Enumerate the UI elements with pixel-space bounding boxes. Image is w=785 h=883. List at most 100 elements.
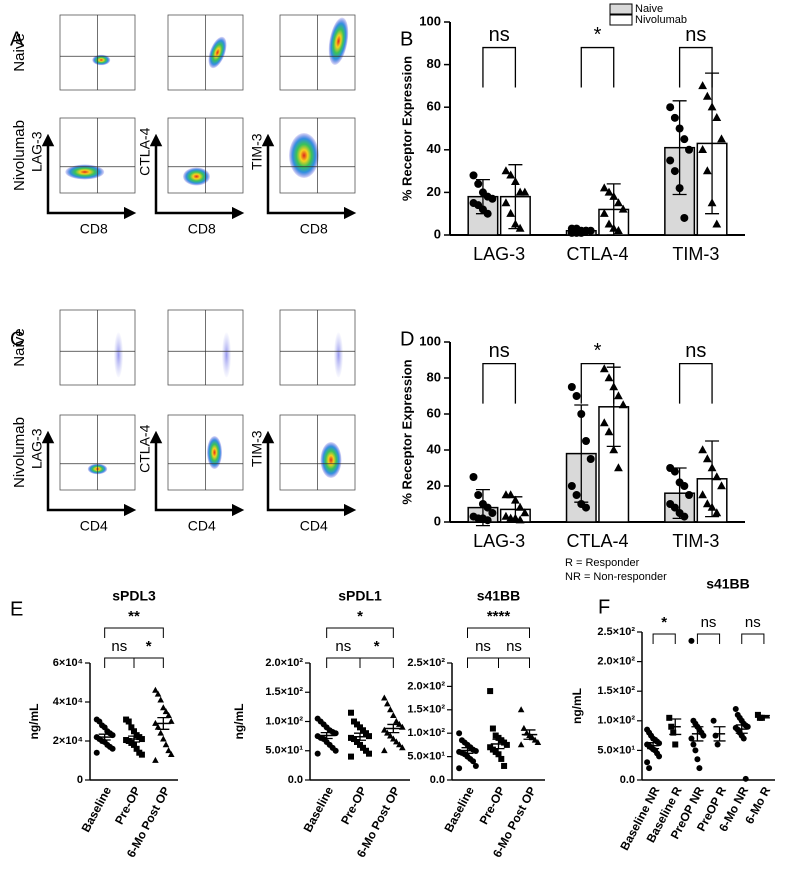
data-point <box>707 198 717 207</box>
data-point <box>599 364 609 373</box>
significance-bracket <box>741 633 765 644</box>
significance-bracket <box>696 633 721 644</box>
significance-label: ns <box>489 24 510 46</box>
data-point <box>688 735 695 742</box>
data-point <box>381 747 388 754</box>
data-point <box>577 410 586 418</box>
data-point <box>167 751 175 758</box>
significance-bracket <box>133 657 164 668</box>
significance-label: ** <box>128 608 140 625</box>
data-point <box>712 113 722 122</box>
significance-bracket <box>580 46 615 88</box>
y-tick-label: 1.0×10² <box>265 715 303 727</box>
y-marker: CTLA-4 <box>137 127 153 175</box>
data-point <box>515 223 525 232</box>
data-point <box>698 490 708 499</box>
x-tick-label: LAG-3 <box>473 244 525 264</box>
data-point <box>489 725 496 732</box>
y-tick-label: 2.5×10² <box>407 657 445 669</box>
x-tick-label: Pre-OP <box>112 784 143 826</box>
y-tick-label: 0 <box>77 774 83 786</box>
data-point <box>698 145 708 153</box>
data-point <box>138 751 145 758</box>
x-tick-label: Baseline <box>301 784 337 834</box>
axis-arrow <box>261 430 357 517</box>
data-point <box>712 472 722 481</box>
data-point <box>712 219 722 228</box>
density-cloud <box>92 54 111 66</box>
density-cloud <box>289 133 319 178</box>
data-point <box>694 756 701 763</box>
significance-label: * <box>661 614 667 631</box>
panel-label: B <box>400 28 413 50</box>
data-point <box>501 511 511 520</box>
x-tick-label: CTLA-4 <box>566 531 628 551</box>
data-point <box>515 502 525 511</box>
significance-label: ns <box>475 638 491 655</box>
data-point <box>384 700 391 707</box>
data-point <box>646 765 653 772</box>
significance-label: ns <box>685 24 706 46</box>
data-point <box>599 418 609 427</box>
data-point <box>614 463 623 472</box>
data-point <box>157 696 164 703</box>
data-point <box>517 741 525 748</box>
data-point <box>609 445 619 454</box>
panel-label: F <box>598 596 610 618</box>
chart-title: sPDL3 <box>112 588 156 604</box>
data-point <box>138 736 145 743</box>
x-tick-label: CTLA-4 <box>566 244 628 264</box>
y-axis-label: % Receptor Expression <box>399 359 414 504</box>
data-point <box>154 690 162 697</box>
sem-bar <box>669 718 682 736</box>
legend-label: Nivolumab <box>635 14 687 26</box>
data-point <box>702 454 712 463</box>
y-marker: TIM-3 <box>249 430 265 467</box>
y-tick-label: 80 <box>427 56 441 71</box>
y-tick-label: 60 <box>427 405 441 420</box>
data-point <box>675 184 684 193</box>
y-tick-label: 2.0×10² <box>597 656 635 668</box>
x-tick-label: TIM-3 <box>672 244 719 264</box>
data-point <box>472 762 479 769</box>
y-tick-label: 1.0×10² <box>407 727 445 739</box>
x-tick-label: Pre-OP <box>476 784 507 826</box>
note: R = Responder <box>565 557 640 569</box>
y-tick-label: 5.0×10¹ <box>265 745 303 757</box>
data-point <box>510 176 520 185</box>
x-tick-label: Baseline <box>441 784 477 834</box>
data-point <box>707 102 717 111</box>
row-label: Naive <box>11 33 28 71</box>
y-tick-label: 6×10⁴ <box>53 657 83 669</box>
density-cloud <box>222 332 231 378</box>
axis-arrow <box>149 133 245 220</box>
sem-bar <box>735 724 748 734</box>
sem-bar <box>320 731 333 740</box>
data-point <box>680 482 689 490</box>
y-tick-label: 40 <box>427 141 441 156</box>
data-point <box>586 455 595 463</box>
y-marker: TIM-3 <box>249 133 265 170</box>
data-point <box>599 183 609 192</box>
data-point <box>506 170 516 179</box>
data-point <box>501 198 511 207</box>
significance-label: ns <box>685 340 706 362</box>
data-point <box>93 749 100 756</box>
data-point <box>390 712 397 719</box>
x-tick-label: LAG-3 <box>473 531 525 551</box>
y-tick-label: 1.5×10² <box>407 704 445 716</box>
data-point <box>469 171 478 180</box>
y-tick-label: 60 <box>427 99 441 114</box>
sem-bar <box>354 732 366 741</box>
data-point <box>474 491 483 499</box>
density-cloud <box>328 17 349 65</box>
significance-label: * <box>357 608 363 625</box>
y-tick-label: 1.0×10² <box>597 715 635 727</box>
y-tick-label: 0.0 <box>430 774 445 786</box>
y-tick-label: 2.5×10² <box>597 626 635 638</box>
x-tick-label: TIM-3 <box>672 531 719 551</box>
legend-swatch <box>609 3 633 15</box>
data-point <box>520 508 530 517</box>
y-tick-label: 0 <box>434 513 441 528</box>
data-point <box>567 482 576 490</box>
